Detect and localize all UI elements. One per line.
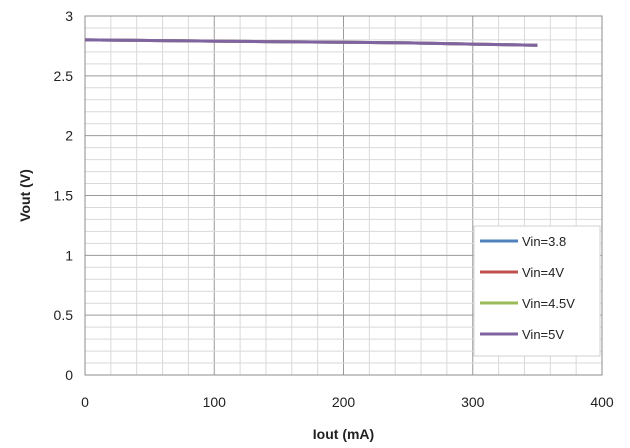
legend-entry: Vin=3.8 bbox=[522, 234, 566, 249]
y-tick-label: 0.5 bbox=[54, 307, 74, 323]
legend-entry: Vin=4.5V bbox=[522, 296, 575, 311]
legend: Vin=3.8 Vin=4V Vin=4.5V Vin=5V bbox=[473, 225, 601, 357]
y-tick-label: 1.5 bbox=[54, 188, 74, 204]
x-tick-label: 200 bbox=[332, 394, 356, 410]
x-tick-label: 0 bbox=[81, 394, 89, 410]
y-tick-label: 3 bbox=[65, 8, 73, 24]
legend-entry: Vin=4V bbox=[522, 265, 564, 280]
x-tick-label: 400 bbox=[590, 394, 614, 410]
x-tick-labels: 0 100 200 300 400 bbox=[81, 394, 614, 410]
x-axis-label: Iout (mA) bbox=[313, 426, 374, 442]
y-tick-label: 1 bbox=[65, 247, 73, 263]
y-tick-label: 2.5 bbox=[54, 68, 74, 84]
plot-area bbox=[84, 15, 603, 376]
x-tick-label: 100 bbox=[203, 394, 227, 410]
series-line bbox=[84, 38, 538, 47]
y-tick-labels: 0 0.5 1 1.5 2 2.5 3 bbox=[54, 8, 74, 383]
y-tick-label: 2 bbox=[65, 128, 73, 144]
y-tick-label: 0 bbox=[65, 367, 73, 383]
y-axis-label: Vout (V) bbox=[17, 169, 33, 222]
series-lines bbox=[84, 38, 538, 47]
x-tick-label: 300 bbox=[461, 394, 485, 410]
legend-entry: Vin=5V bbox=[522, 327, 564, 342]
